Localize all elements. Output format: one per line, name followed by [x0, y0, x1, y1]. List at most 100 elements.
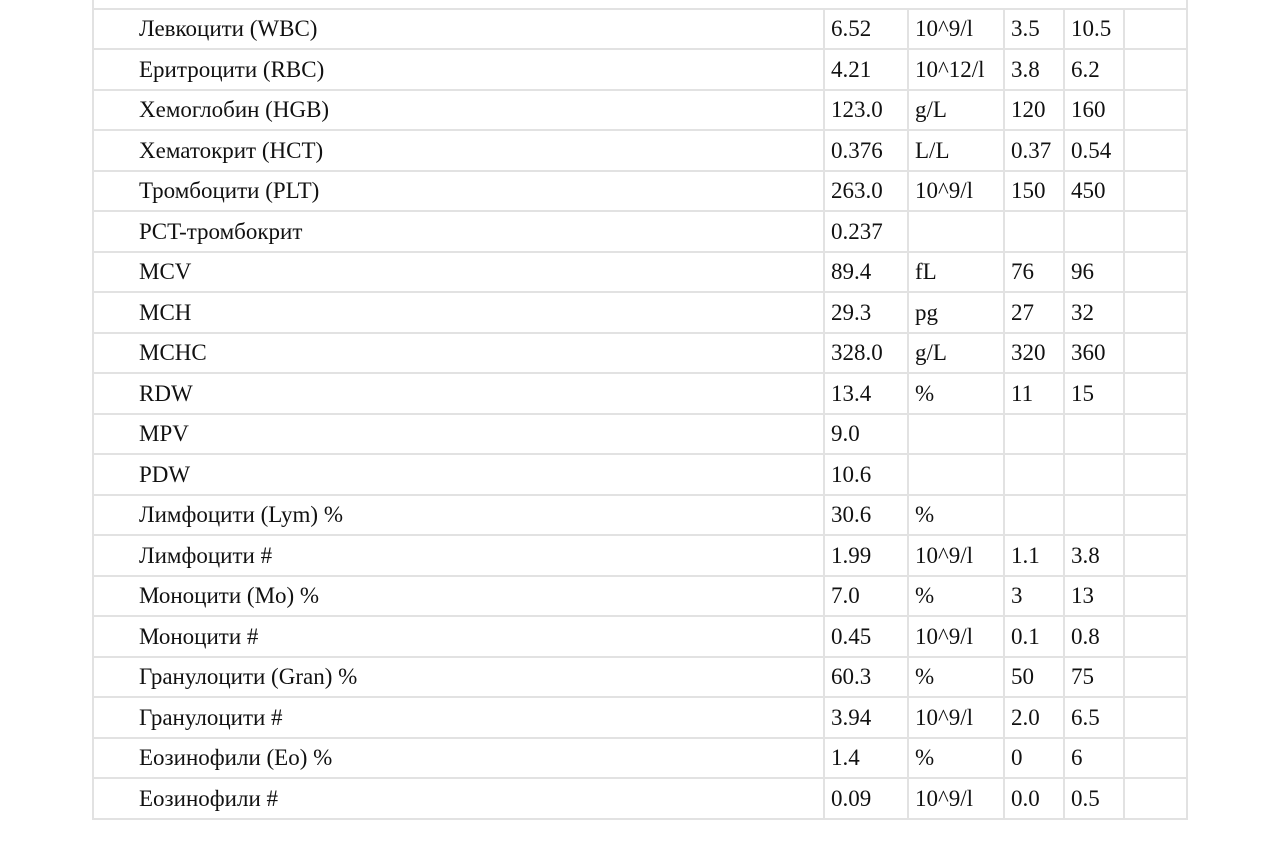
- blood-count-table: Левкоцити (WBC) 6.52 10^9/l 3.5 10.5 Еритроци…: [92, 0, 1188, 820]
- flag-cell: [1123, 493, 1188, 536]
- unit-cell: [907, 210, 1005, 253]
- result-value-cell: 10.6: [823, 453, 909, 496]
- unit-cell: g/L: [907, 331, 1005, 374]
- table-row: Хемоглобин (HGB) 123.0 g/L 120 160: [92, 88, 1188, 131]
- result-value-cell: 4.21: [823, 48, 909, 91]
- table-row: Еозинофили (Eo) % 1.4% 0 6: [92, 736, 1188, 779]
- partial-header-cell: [92, 0, 1188, 10]
- table-row: Лимфоцити (Lym) % 30.6%: [92, 493, 1188, 536]
- reference-max-cell: 360: [1063, 331, 1125, 374]
- flag-cell: [1123, 88, 1188, 131]
- unit-cell: 10^9/l: [907, 534, 1005, 577]
- table-row: MPV 9.0: [92, 412, 1188, 455]
- table-row: Моноцити (Mo) % 7.0% 3 13: [92, 574, 1188, 617]
- flag-cell: [1123, 210, 1188, 253]
- table-row: Гранулоцити (Gran) % 60.3% 50 75: [92, 655, 1188, 698]
- reference-max-cell: 13: [1063, 574, 1125, 617]
- test-name-cell: Гранулоцити #: [92, 696, 825, 739]
- table-row: Моноцити #0.45 10^9/l 0.1 0.8: [92, 615, 1188, 658]
- table-row-partial-header: [92, 0, 1188, 10]
- test-name-cell: Моноцити #: [92, 615, 825, 658]
- unit-cell: 10^9/l: [907, 7, 1005, 50]
- table-row: PDW 10.6: [92, 453, 1188, 496]
- table-row: Тромбоцити (PLT) 263.0 10^9/l 150 450: [92, 169, 1188, 212]
- reference-max-cell: 450: [1063, 169, 1125, 212]
- flag-cell: [1123, 331, 1188, 374]
- result-value-cell: 1.4: [823, 736, 909, 779]
- result-value-cell: 263.0: [823, 169, 909, 212]
- test-name-cell: PCT-тромбокрит: [92, 210, 825, 253]
- result-value-cell: 60.3: [823, 655, 909, 698]
- test-name-cell: Еозинофили #: [92, 777, 825, 820]
- unit-cell: 10^9/l: [907, 615, 1005, 658]
- reference-max-cell: [1063, 412, 1125, 455]
- unit-cell: 10^9/l: [907, 169, 1005, 212]
- unit-cell: L/L: [907, 129, 1005, 172]
- flag-cell: [1123, 7, 1188, 50]
- result-value-cell: 6.52: [823, 7, 909, 50]
- flag-cell: [1123, 412, 1188, 455]
- reference-min-cell: 27: [1003, 291, 1065, 334]
- flag-cell: [1123, 736, 1188, 779]
- reference-min-cell: 120: [1003, 88, 1065, 131]
- flag-cell: [1123, 615, 1188, 658]
- flag-cell: [1123, 129, 1188, 172]
- test-name-cell: MCHC: [92, 331, 825, 374]
- test-name-cell: MCV: [92, 250, 825, 293]
- result-value-cell: 29.3: [823, 291, 909, 334]
- unit-cell: %: [907, 372, 1005, 415]
- reference-max-cell: 3.8: [1063, 534, 1125, 577]
- reference-max-cell: 0.8: [1063, 615, 1125, 658]
- test-name-cell: Тромбоцити (PLT): [92, 169, 825, 212]
- result-value-cell: 9.0: [823, 412, 909, 455]
- result-value-cell: 328.0: [823, 331, 909, 374]
- flag-cell: [1123, 696, 1188, 739]
- unit-cell: %: [907, 736, 1005, 779]
- unit-cell: %: [907, 655, 1005, 698]
- test-name-cell: MCH: [92, 291, 825, 334]
- unit-cell: g/L: [907, 88, 1005, 131]
- result-value-cell: 0.237: [823, 210, 909, 253]
- reference-min-cell: 76: [1003, 250, 1065, 293]
- reference-min-cell: 150: [1003, 169, 1065, 212]
- flag-cell: [1123, 534, 1188, 577]
- reference-min-cell: [1003, 453, 1065, 496]
- test-name-cell: PDW: [92, 453, 825, 496]
- test-name-cell: Лимфоцити (Lym) %: [92, 493, 825, 536]
- reference-min-cell: 3.5: [1003, 7, 1065, 50]
- test-name-cell: Еозинофили (Eo) %: [92, 736, 825, 779]
- unit-cell: %: [907, 574, 1005, 617]
- flag-cell: [1123, 453, 1188, 496]
- result-value-cell: 0.45: [823, 615, 909, 658]
- unit-cell: 10^9/l: [907, 777, 1005, 820]
- reference-min-cell: 0.37: [1003, 129, 1065, 172]
- test-name-cell: Еритроцити (RBC): [92, 48, 825, 91]
- reference-max-cell: 6.5: [1063, 696, 1125, 739]
- table-row: Гранулоцити #3.94 10^9/l 2.0 6.5: [92, 696, 1188, 739]
- reference-min-cell: 0: [1003, 736, 1065, 779]
- flag-cell: [1123, 169, 1188, 212]
- flag-cell: [1123, 48, 1188, 91]
- result-value-cell: 3.94: [823, 696, 909, 739]
- result-value-cell: 89.4: [823, 250, 909, 293]
- table-row: Лимфоцити #1.99 10^9/l 1.1 3.8: [92, 534, 1188, 577]
- table-row: MCHC 328.0 g/L 320 360: [92, 331, 1188, 374]
- unit-cell: 10^9/l: [907, 696, 1005, 739]
- reference-min-cell: [1003, 210, 1065, 253]
- flag-cell: [1123, 655, 1188, 698]
- test-name-cell: Лимфоцити #: [92, 534, 825, 577]
- test-name-cell: Моноцити (Mo) %: [92, 574, 825, 617]
- unit-cell: [907, 412, 1005, 455]
- reference-max-cell: 10.5: [1063, 7, 1125, 50]
- table-row: Еритроцити (RBC) 4.21 10^12/l 3.8 6.2: [92, 48, 1188, 91]
- result-value-cell: 0.09: [823, 777, 909, 820]
- unit-cell: %: [907, 493, 1005, 536]
- reference-min-cell: [1003, 493, 1065, 536]
- result-value-cell: 1.99: [823, 534, 909, 577]
- reference-max-cell: 6.2: [1063, 48, 1125, 91]
- reference-max-cell: [1063, 210, 1125, 253]
- result-value-cell: 7.0: [823, 574, 909, 617]
- reference-max-cell: 96: [1063, 250, 1125, 293]
- flag-cell: [1123, 372, 1188, 415]
